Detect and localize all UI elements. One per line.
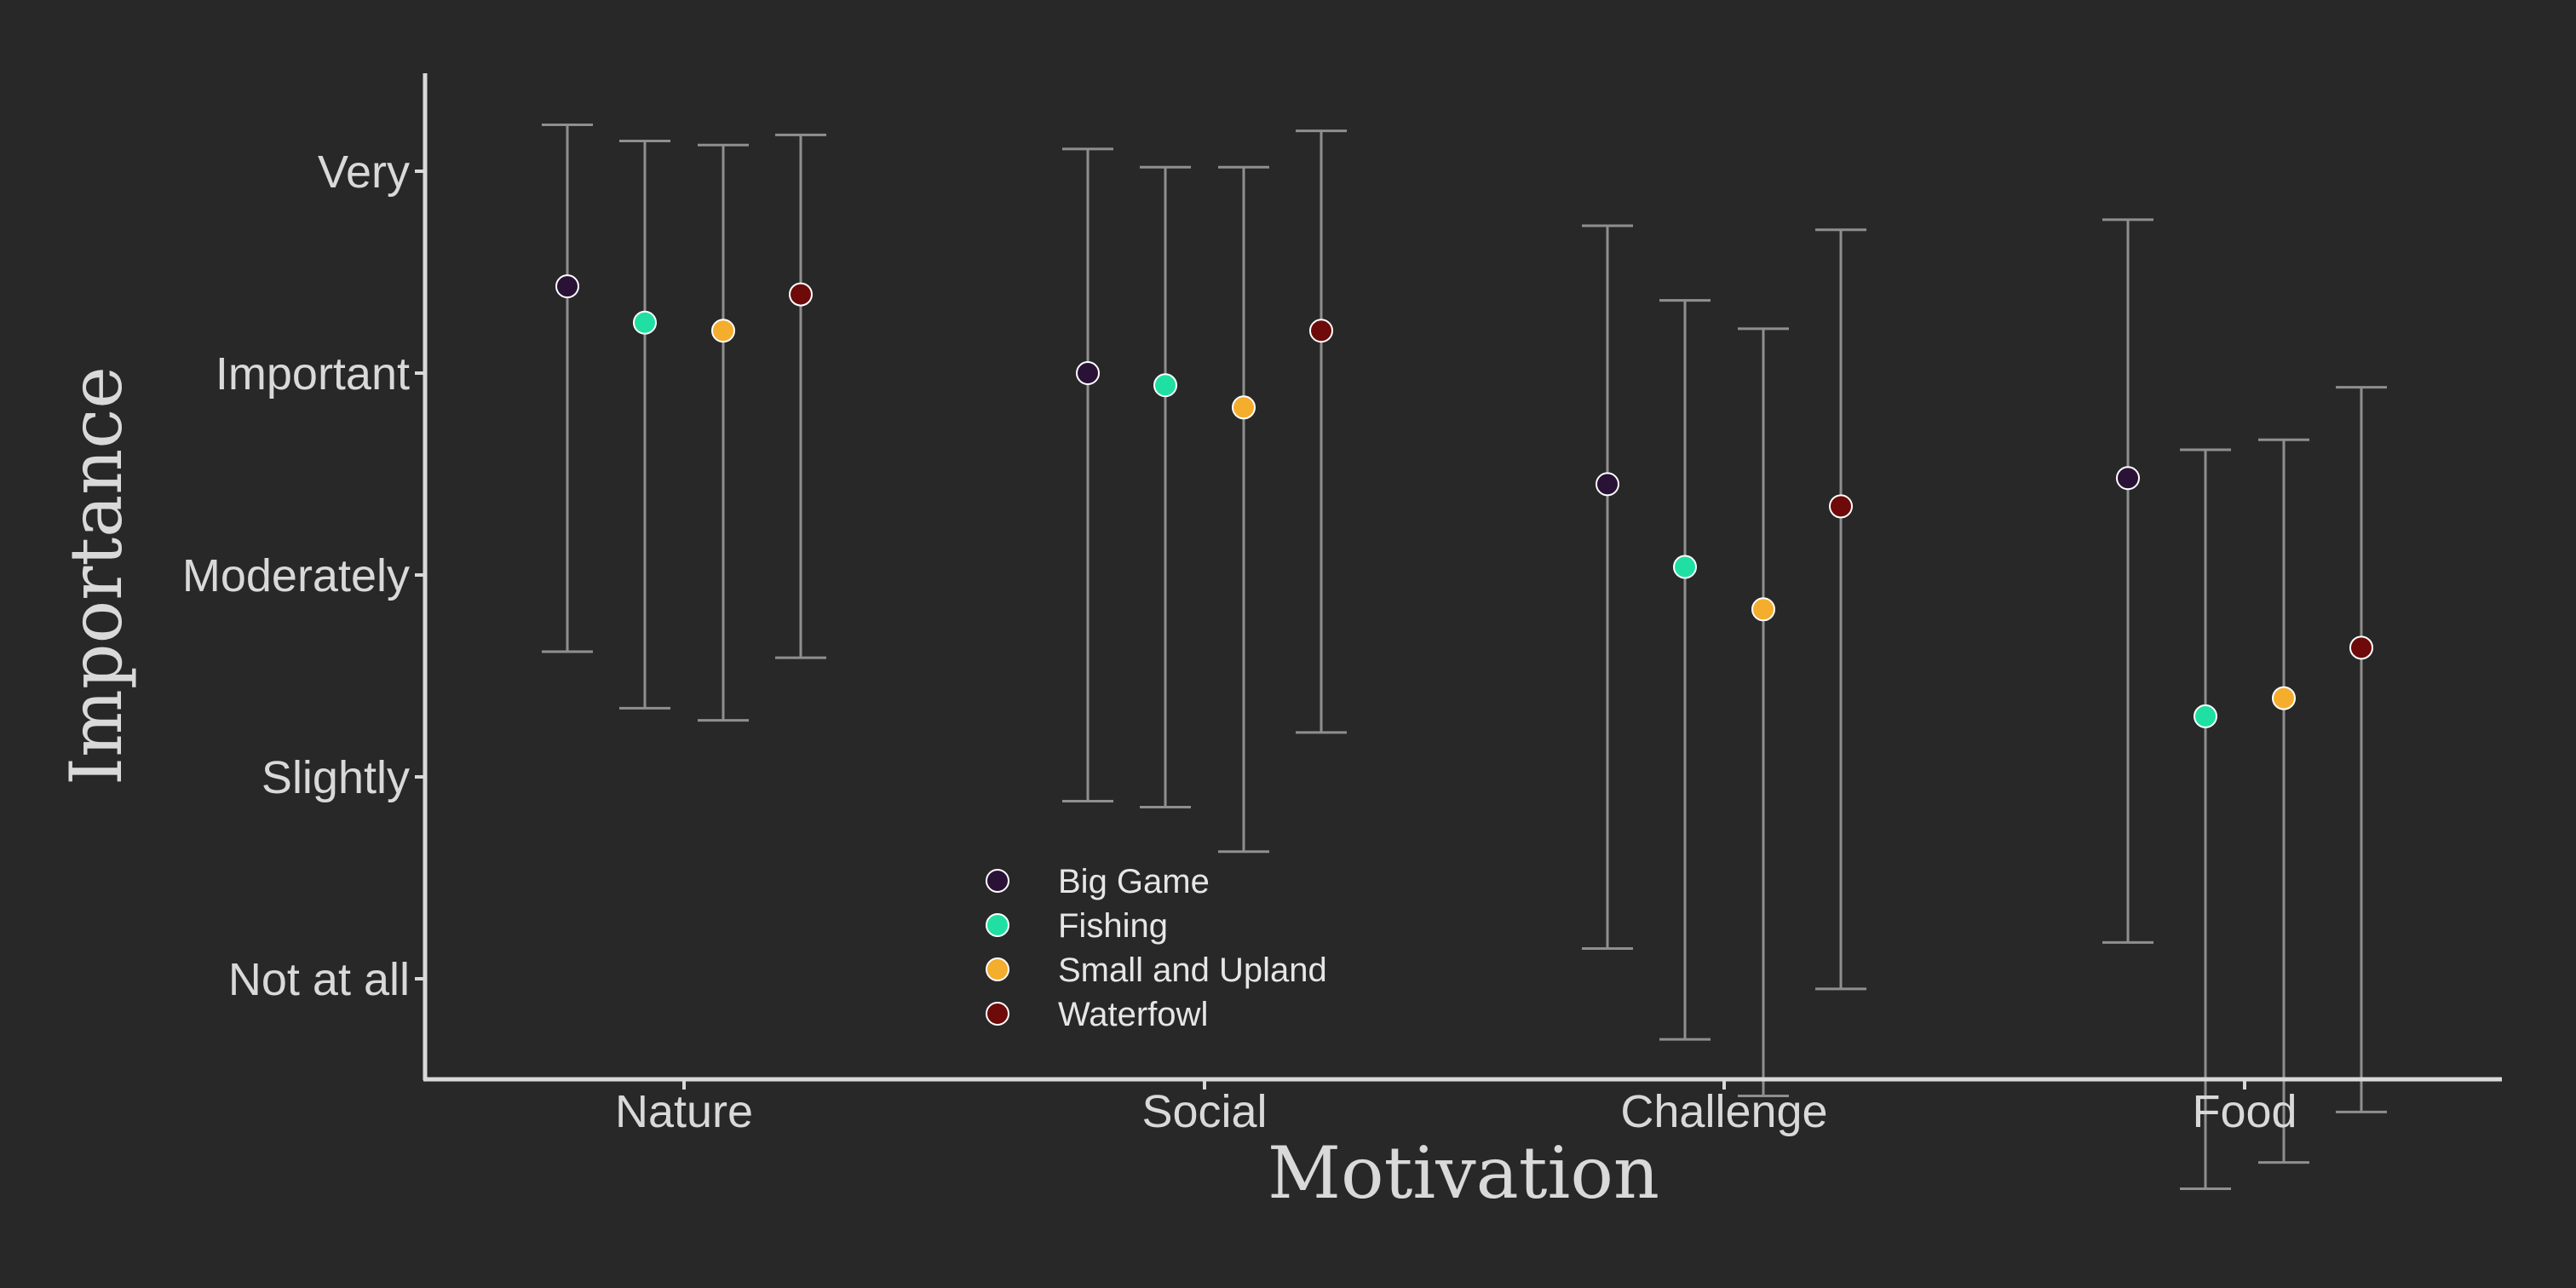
data-point <box>1673 555 1697 579</box>
legend-marker <box>986 913 1009 937</box>
data-point <box>1153 373 1177 398</box>
y-axis-title: Importance <box>55 366 138 785</box>
legend-item: Waterfowl <box>986 996 1208 1033</box>
data-point <box>789 282 813 307</box>
legend-label: Small and Upland <box>1058 952 1327 989</box>
data-point <box>1596 472 1619 497</box>
legend-label: Fishing <box>1058 907 1168 945</box>
data-point <box>711 319 735 343</box>
data-point <box>1232 395 1256 420</box>
legend-marker <box>986 869 1009 893</box>
data-point <box>1076 361 1100 385</box>
x-axis-title: Motivation <box>1268 1131 1659 1215</box>
data-point <box>555 274 579 299</box>
y-tick-label: Important <box>216 348 410 400</box>
data-point <box>2116 466 2140 491</box>
data-points <box>555 274 2373 728</box>
data-point <box>1309 319 1333 343</box>
x-tick-label: Challenge <box>1620 1086 1827 1137</box>
legend: Big Game Fishing Small and Upland Waterfowl <box>986 863 1327 1033</box>
axes <box>423 73 2502 1082</box>
data-point <box>1751 597 1775 622</box>
legend-item: Fishing <box>986 907 1168 945</box>
data-point <box>633 310 657 335</box>
data-point <box>2349 635 2373 660</box>
legend-label: Big Game <box>1058 863 1210 900</box>
error-bars <box>542 123 2387 1190</box>
x-tick-label: Food <box>2192 1086 2297 1137</box>
legend-item: Small and Upland <box>986 952 1327 989</box>
y-tick-label: Very <box>318 147 410 198</box>
y-tick-label: Slightly <box>262 752 410 803</box>
data-point <box>2194 704 2217 728</box>
y-tick-label: Moderately <box>182 550 410 601</box>
legend-label: Waterfowl <box>1058 996 1208 1033</box>
legend-item: Big Game <box>986 863 1210 900</box>
x-tick-label: Nature <box>615 1086 753 1137</box>
y-tick-label: Not at all <box>228 954 410 1005</box>
x-ticks: Nature Social Challenge Food <box>615 1079 2297 1137</box>
y-ticks: Not at all Slightly Moderately Important Ver… <box>182 147 425 1005</box>
data-point <box>1829 494 1853 519</box>
legend-marker <box>986 957 1009 981</box>
data-point <box>2272 686 2296 710</box>
legend-marker <box>986 1002 1009 1026</box>
x-tick-label: Social <box>1141 1086 1267 1137</box>
